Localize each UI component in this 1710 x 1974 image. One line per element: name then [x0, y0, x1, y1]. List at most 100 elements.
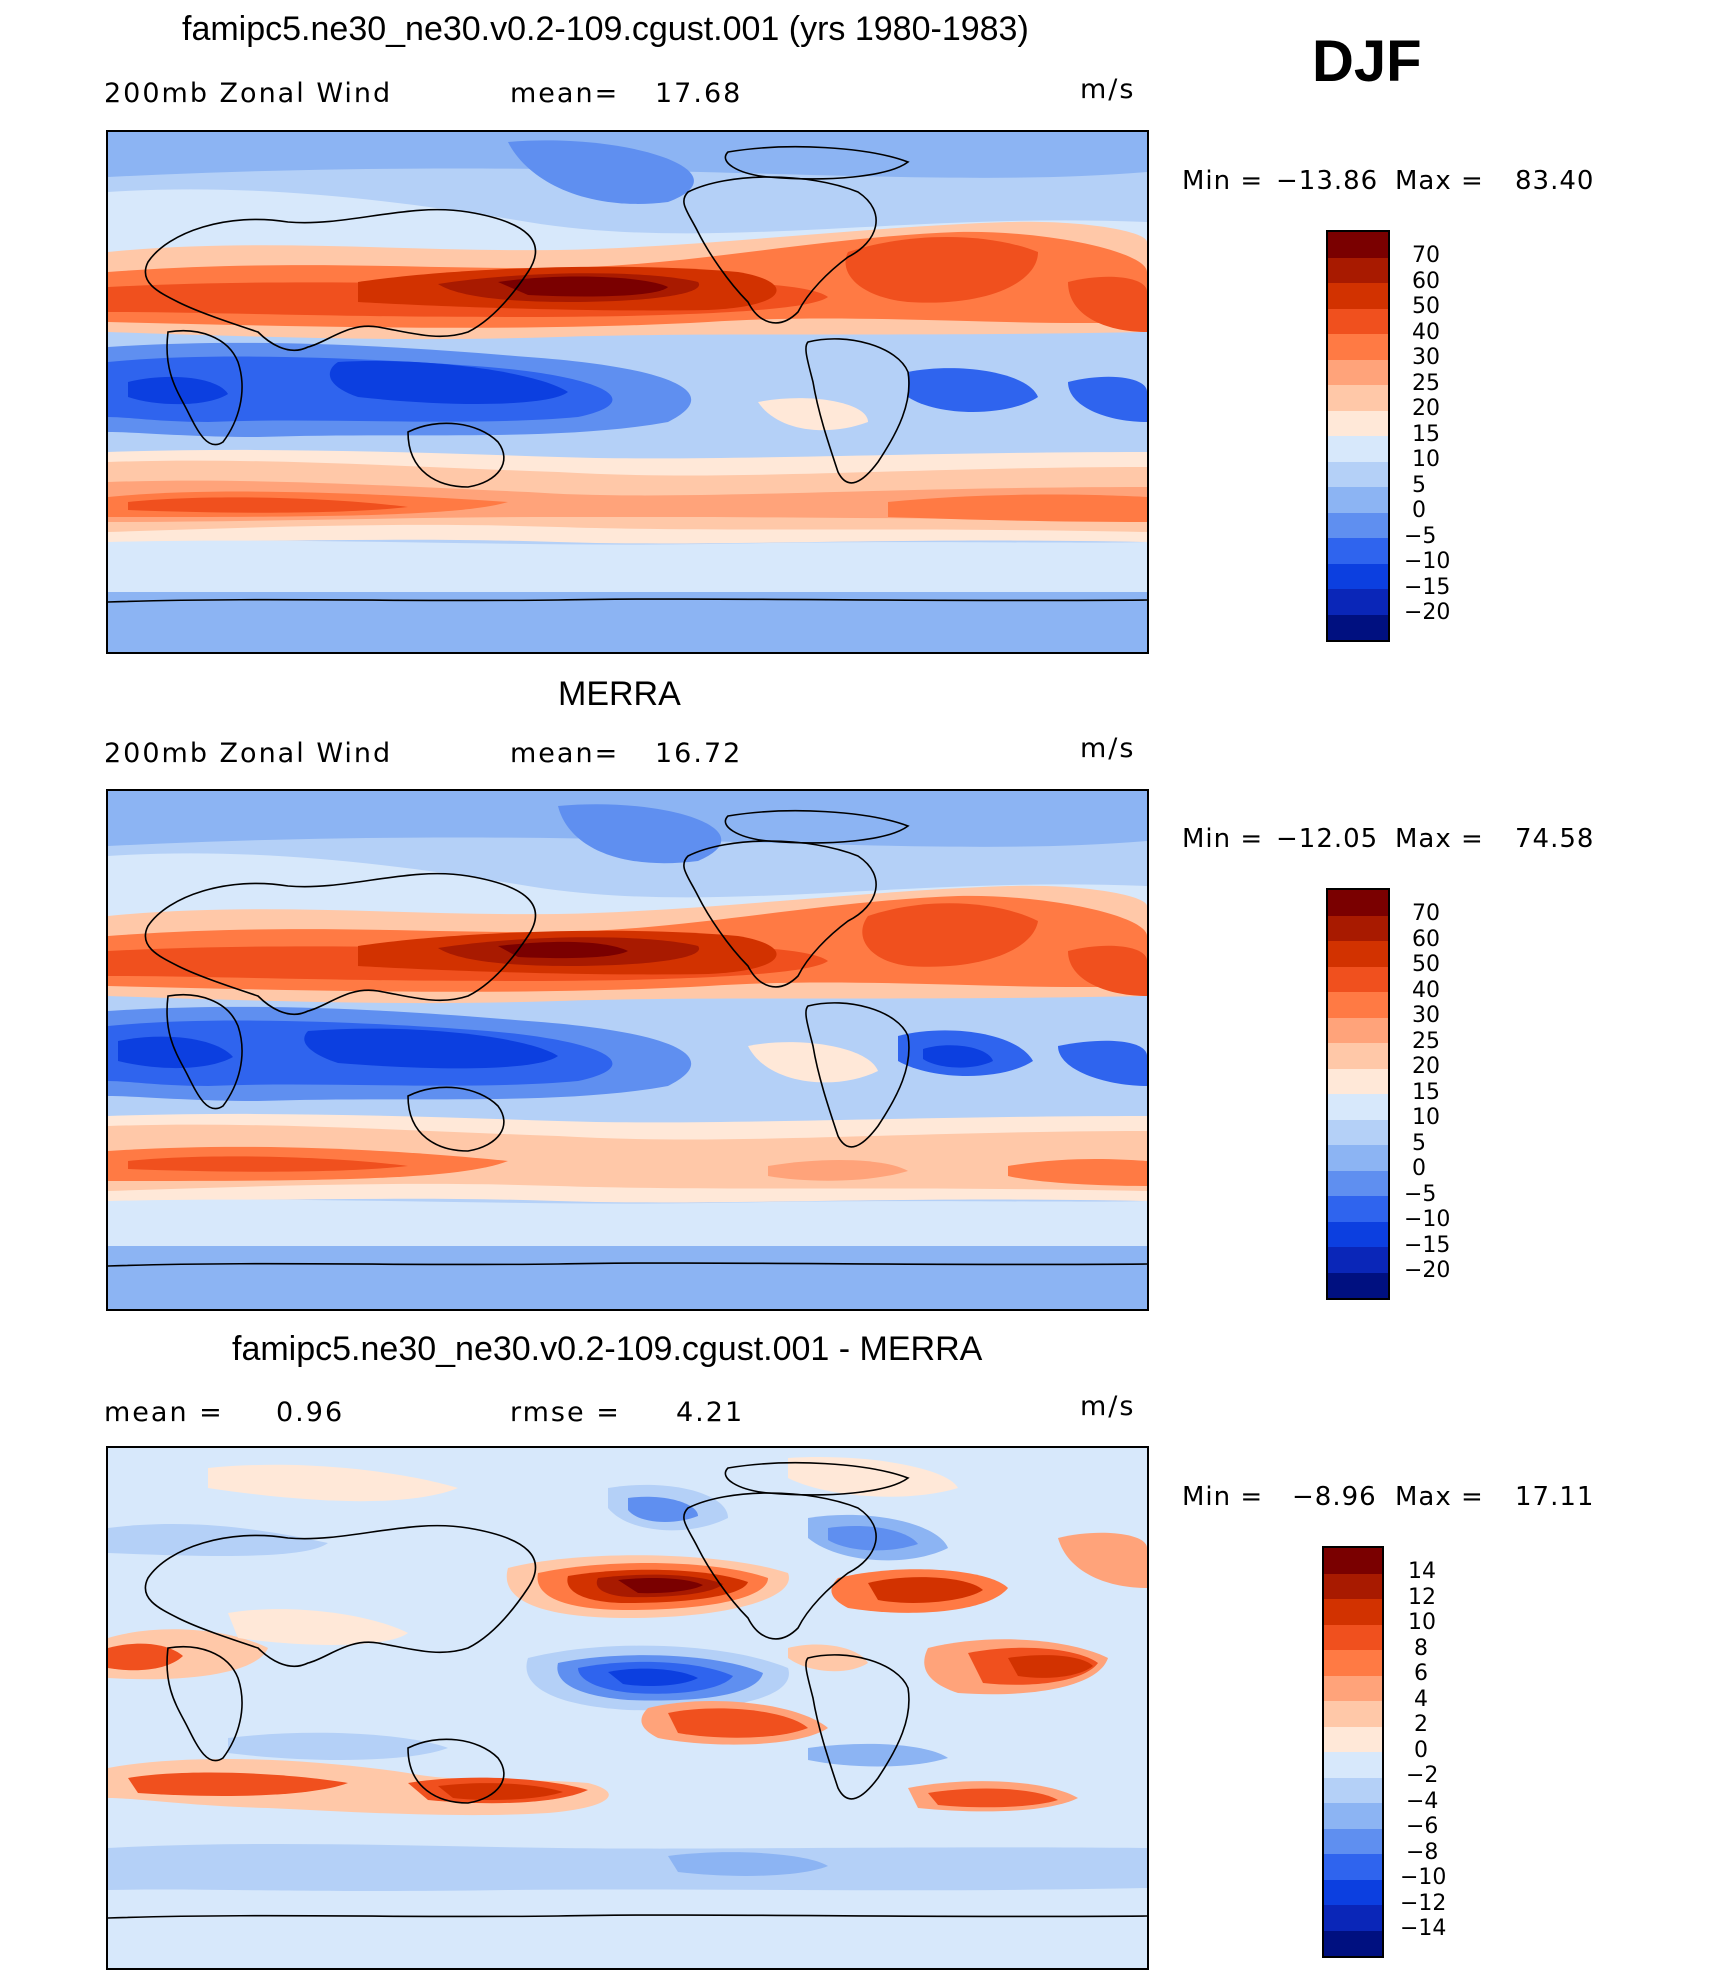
panel-1-level-label: 20	[1412, 396, 1440, 421]
colorbar-box	[1324, 1803, 1382, 1829]
panel-2-level-label: −5	[1404, 1182, 1437, 1207]
panel-2-max-label: Max =	[1395, 824, 1484, 854]
colorbar-box	[1328, 283, 1388, 309]
panel-1-level-label: 70	[1412, 243, 1440, 268]
colorbar-box	[1324, 1879, 1382, 1905]
panel-1-level-label: 50	[1412, 294, 1440, 319]
panel-2-mean-value: 16.72	[655, 738, 743, 769]
colorbar-box	[1324, 1548, 1382, 1574]
panel-1-level-label: 10	[1412, 447, 1440, 472]
panel-2-level-label: 40	[1412, 978, 1440, 1003]
colorbar-box	[1324, 1599, 1382, 1625]
colorbar-box	[1328, 1017, 1388, 1043]
colorbar-box	[1324, 1701, 1382, 1727]
panel-3-level-label: 8	[1414, 1636, 1428, 1661]
colorbar-box	[1328, 512, 1388, 538]
panel-3-level-label: −12	[1400, 1891, 1447, 1916]
panel-3-level-label: 12	[1408, 1585, 1436, 1610]
colorbar-box	[1328, 257, 1388, 283]
panel-3-level-label: −14	[1400, 1916, 1447, 1941]
colorbar-box	[1328, 890, 1388, 916]
panel-1-level-label: 0	[1412, 498, 1426, 523]
panel-2-variable-label: 200mb Zonal Wind	[104, 738, 393, 769]
colorbar-box	[1328, 308, 1388, 334]
panel-1-level-label: 60	[1412, 269, 1440, 294]
colorbar-box	[1328, 1196, 1388, 1222]
colorbar-box	[1324, 1854, 1382, 1880]
panel-2-level-label: 20	[1412, 1054, 1440, 1079]
panel-3-rmse-label: rmse =	[510, 1397, 621, 1428]
panel-2-level-label: 50	[1412, 952, 1440, 977]
panel-1-max-value: 83.40	[1515, 166, 1595, 196]
colorbar-box	[1324, 1777, 1382, 1803]
panel-1-units: m/s	[1080, 74, 1136, 105]
panel-2-units: m/s	[1080, 733, 1136, 764]
colorbar-box	[1328, 538, 1388, 564]
panel-2-level-label: 10	[1412, 1105, 1440, 1130]
colorbar-box	[1328, 334, 1388, 360]
colorbar-box	[1324, 1905, 1382, 1931]
panel-2-min-label: Min =	[1182, 824, 1264, 854]
colorbar-box	[1324, 1573, 1382, 1599]
colorbar-box	[1328, 915, 1388, 941]
colorbar-box	[1328, 941, 1388, 967]
panel-1-min-value: −13.86	[1276, 166, 1379, 196]
panel-2-mean-label: mean=	[510, 738, 620, 769]
colorbar-box	[1324, 1726, 1382, 1752]
panel-1-min-label: Min =	[1182, 166, 1264, 196]
colorbar-box	[1328, 614, 1388, 640]
panel-2-map	[106, 789, 1149, 1311]
panel-3-map	[106, 1446, 1149, 1970]
colorbar-box	[1328, 563, 1388, 589]
panel-1-mean-label: mean=	[510, 78, 620, 109]
panel-3-level-label: 10	[1408, 1610, 1436, 1635]
colorbar-box	[1328, 1272, 1388, 1298]
colorbar-box	[1328, 589, 1388, 615]
colorbar-box	[1328, 1145, 1388, 1171]
panel-1-level-label: 40	[1412, 320, 1440, 345]
panel-2-level-label: 0	[1412, 1156, 1426, 1181]
colorbar-box	[1328, 1119, 1388, 1145]
panel-2-level-label: −20	[1404, 1258, 1451, 1283]
panel-2-level-label: 5	[1412, 1131, 1426, 1156]
panel-1-max-label: Max =	[1395, 166, 1484, 196]
colorbar-box	[1328, 385, 1388, 411]
colorbar-box	[1328, 461, 1388, 487]
panel-1-level-label: 30	[1412, 345, 1440, 370]
panel-3-level-label: 6	[1414, 1661, 1428, 1686]
panel-1-level-label: 15	[1412, 422, 1440, 447]
panel-3-colorbar	[1322, 1546, 1384, 1958]
panel-1-mean-value: 17.68	[655, 78, 743, 109]
panel-2-level-label: −15	[1404, 1233, 1451, 1258]
panel-3-level-label: −10	[1400, 1865, 1447, 1890]
panel-2-level-label: 25	[1412, 1029, 1440, 1054]
panel-2-level-label: 30	[1412, 1003, 1440, 1028]
panel-1-level-label: −5	[1404, 524, 1437, 549]
panel-3-level-label: −4	[1406, 1789, 1439, 1814]
panel-1-level-label: −15	[1404, 575, 1451, 600]
colorbar-box	[1328, 992, 1388, 1018]
panel-2-max-value: 74.58	[1515, 824, 1595, 854]
panel-1-level-label: 5	[1412, 473, 1426, 498]
colorbar-box	[1324, 1624, 1382, 1650]
colorbar-box	[1328, 1094, 1388, 1120]
panel-2-min-value: −12.05	[1276, 824, 1379, 854]
panel-1-colorbar	[1326, 230, 1390, 642]
panel-3-mean-value: 0.96	[276, 1397, 345, 1428]
panel-3-mean-label: mean =	[104, 1397, 224, 1428]
panel-3-level-label: −8	[1406, 1840, 1439, 1865]
colorbar-box	[1328, 410, 1388, 436]
panel-1-level-label: 25	[1412, 371, 1440, 396]
colorbar-box	[1324, 1930, 1382, 1956]
panel-3-level-label: −6	[1406, 1814, 1439, 1839]
panel-3-level-label: 4	[1414, 1687, 1428, 1712]
panel-2-contour-field	[108, 791, 1147, 1309]
panel-2-title: MERRA	[558, 675, 681, 713]
panel-1-level-label: −20	[1404, 600, 1451, 625]
panel-3-max-value: 17.11	[1515, 1482, 1595, 1512]
panel-1-title: famipc5.ne30_ne30.v0.2-109.cgust.001 (yr…	[182, 10, 1029, 48]
panel-3-rmse-value: 4.21	[676, 1397, 745, 1428]
panel-3-min-label: Min =	[1182, 1482, 1264, 1512]
colorbar-box	[1328, 487, 1388, 513]
panel-2-level-label: 60	[1412, 927, 1440, 952]
